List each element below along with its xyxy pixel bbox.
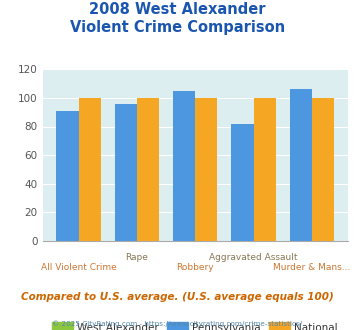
Bar bbox=[290, 89, 312, 241]
Text: All Violent Crime: All Violent Crime bbox=[41, 263, 116, 272]
Bar bbox=[79, 98, 101, 241]
Bar bbox=[312, 98, 334, 241]
Bar bbox=[115, 104, 137, 241]
Text: © 2025 CityRating.com - https://www.cityrating.com/crime-statistics/: © 2025 CityRating.com - https://www.city… bbox=[53, 320, 302, 327]
Legend: West Alexander, Pennsylvania, National: West Alexander, Pennsylvania, National bbox=[48, 318, 342, 330]
Bar bbox=[137, 98, 159, 241]
Bar bbox=[231, 124, 253, 241]
Bar bbox=[195, 98, 217, 241]
Text: Murder & Mans...: Murder & Mans... bbox=[273, 263, 350, 272]
Text: Violent Crime Comparison: Violent Crime Comparison bbox=[70, 20, 285, 35]
Bar bbox=[56, 111, 79, 241]
Bar bbox=[173, 91, 195, 241]
Text: 2008 West Alexander: 2008 West Alexander bbox=[89, 2, 266, 16]
Text: Compared to U.S. average. (U.S. average equals 100): Compared to U.S. average. (U.S. average … bbox=[21, 292, 334, 302]
Bar bbox=[253, 98, 276, 241]
Text: Aggravated Assault: Aggravated Assault bbox=[209, 253, 298, 262]
Text: Robbery: Robbery bbox=[176, 263, 214, 272]
Text: Rape: Rape bbox=[126, 253, 148, 262]
